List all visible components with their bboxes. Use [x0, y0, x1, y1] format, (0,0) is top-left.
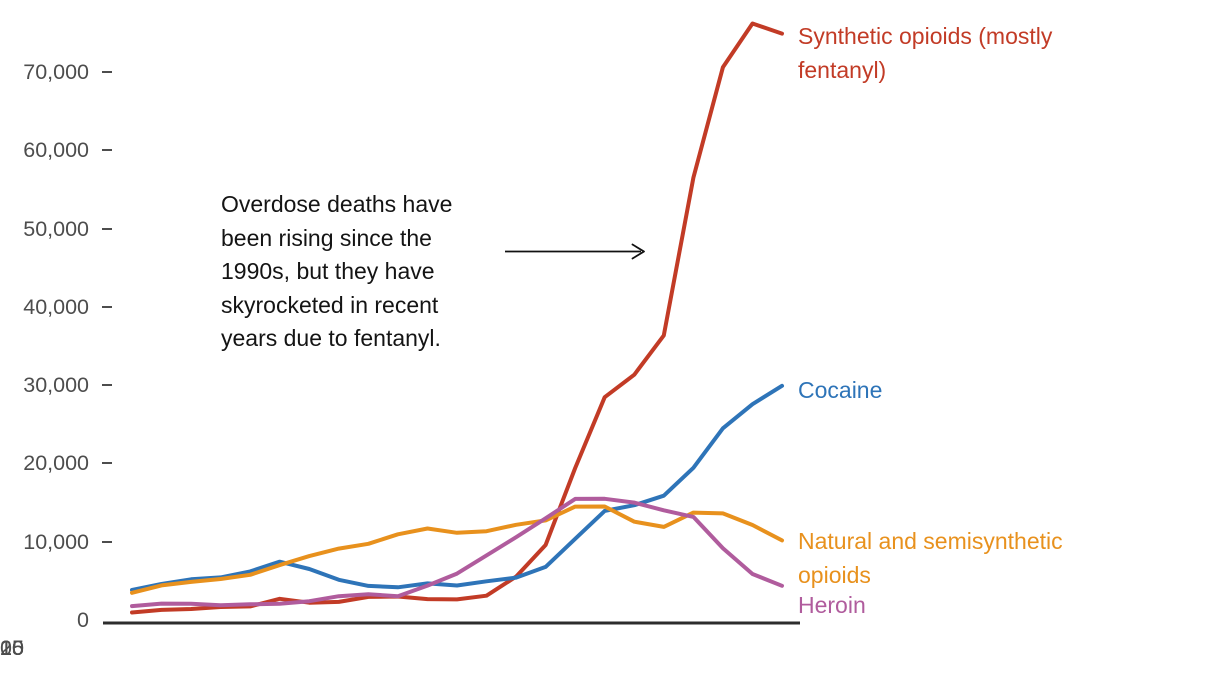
annotation-line: been rising since the: [221, 224, 432, 251]
y-tick-30000: 30,000: [0, 372, 112, 398]
annotation-line: 1990s, but they have: [221, 258, 435, 284]
x-tick-2010: 2010: [0, 636, 24, 660]
y-tick-70000: 70,000: [0, 59, 112, 85]
series-label-heroin: Heroin: [798, 589, 866, 623]
series-label-natural-semisynthetic-opioids: Natural and semisynthetic opioids: [798, 525, 1063, 592]
y-tick-label: 10,000: [23, 529, 89, 554]
y-tick-label: 40,000: [23, 294, 89, 319]
y-tick-dash: [102, 148, 112, 152]
y-tick-label: 0: [77, 607, 89, 632]
series-line-natural-and-semisynthetic-opioids: [130, 504, 784, 595]
series-label-line: Heroin: [798, 592, 866, 618]
series-line-heroin: [130, 496, 784, 609]
y-tick-0: 0: [0, 607, 112, 633]
y-tick-label: 60,000: [23, 137, 89, 162]
series-label-line: Synthetic opioids (mostly: [798, 23, 1053, 49]
y-tick-label: 30,000: [23, 372, 89, 397]
series-label-line: Natural and semisynthetic: [798, 528, 1063, 554]
y-tick-dash: [102, 227, 112, 231]
y-tick-dash: [102, 540, 112, 544]
y-tick-dash: [102, 461, 112, 465]
x-tick-2020: 2020: [0, 636, 24, 660]
annotation-line: years due to fentanyl.: [221, 325, 441, 351]
y-tick-dash: [102, 383, 112, 387]
annotation-text: Overdose deaths have been rising since t…: [221, 188, 452, 356]
x-tick-2015: 2015: [0, 636, 24, 660]
y-tick-60000: 60,000: [0, 137, 112, 163]
series-label-line: opioids: [798, 561, 871, 588]
series-label-line: Cocaine: [798, 377, 883, 403]
annotation-line: Overdose deaths have: [221, 191, 453, 217]
annotation-arrow: [505, 243, 645, 260]
y-tick-dash: [102, 305, 112, 309]
annotation-line: skyrocketed in recent: [221, 291, 439, 318]
y-tick-20000: 20,000: [0, 450, 112, 476]
y-tick-50000: 50,000: [0, 216, 112, 242]
y-tick-10000: 10,000: [0, 529, 112, 555]
y-tick-label: 20,000: [23, 450, 89, 475]
series-lines: [130, 21, 784, 615]
x-tick-2005: 2005: [0, 636, 24, 660]
series-label-line: fentanyl): [798, 56, 887, 83]
series-label-synthetic-opioids: Synthetic opioids (mostly fentanyl): [798, 20, 1052, 87]
y-tick-40000: 40,000: [0, 294, 112, 320]
series-label-cocaine: Cocaine: [798, 374, 882, 408]
y-tick-label: 50,000: [23, 216, 89, 241]
y-tick-dash: [102, 70, 112, 74]
y-tick-label: 70,000: [23, 59, 89, 84]
series-line-cocaine: [130, 383, 784, 592]
